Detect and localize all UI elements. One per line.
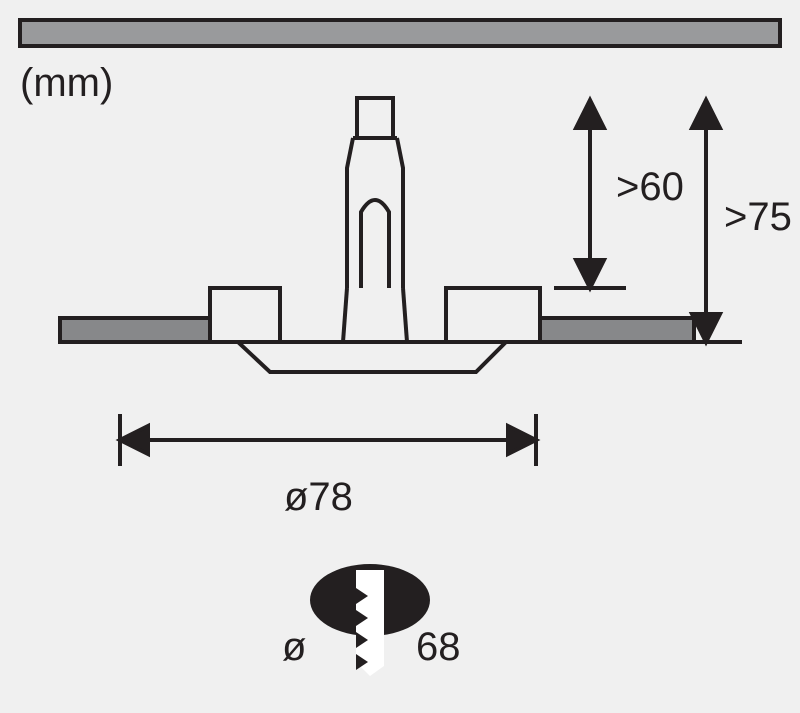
dim-height-inner-label: >60 [616, 165, 684, 209]
dim-width-label: ø78 [284, 475, 353, 519]
cutout-diameter-value: 68 [416, 625, 461, 669]
bezel-lip [210, 342, 540, 372]
panel-left [60, 318, 210, 342]
cutout-diameter-symbol: ø [282, 625, 306, 669]
unit-label: (mm) [20, 61, 113, 105]
cutout-icon [310, 564, 430, 676]
dim-height-outer-label: >75 [724, 195, 792, 239]
housing-outline [210, 288, 540, 342]
ceiling-bar [20, 20, 780, 46]
spring-clip [343, 98, 407, 342]
panel-right [540, 318, 694, 342]
dim-width [120, 414, 536, 466]
